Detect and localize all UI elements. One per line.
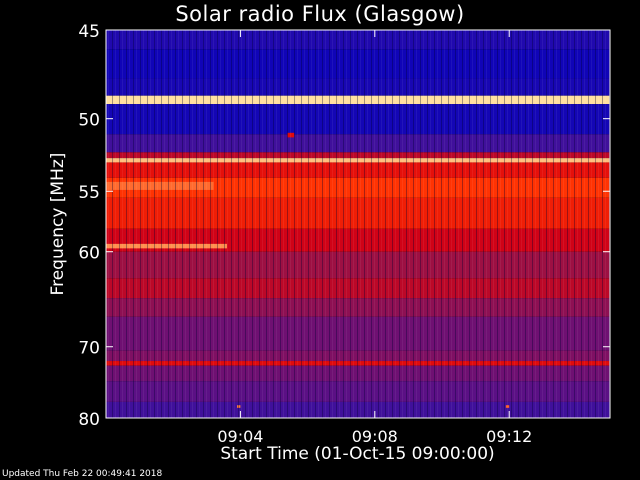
y-tick-label: 60 <box>78 244 100 264</box>
x-tick-label: 09:12 <box>486 427 532 446</box>
x-axis-label: Start Time (01-Oct-15 09:00:00) <box>220 444 495 464</box>
x-axis-ticks: 09:04 09:08 09:12 <box>217 30 532 446</box>
y-tick-label: 80 <box>78 410 100 430</box>
y-tick-label: 70 <box>78 339 100 359</box>
chart-title: Solar radio Flux (Glasgow) <box>175 2 465 26</box>
y-axis-ticks: 45 50 55 60 70 80 <box>78 22 610 430</box>
vertical-streak-texture <box>106 30 610 418</box>
y-tick-label: 45 <box>78 22 100 42</box>
updated-timestamp: Updated Thu Feb 22 00:49:41 2018 <box>2 469 163 479</box>
y-tick-label: 50 <box>78 111 100 131</box>
plot-frame <box>105 29 611 419</box>
x-tick-label: 09:08 <box>352 427 398 446</box>
y-tick-label: 55 <box>78 183 100 203</box>
y-axis-label: Frequency [MHz] <box>48 152 68 296</box>
x-tick-label: 09:04 <box>217 427 263 446</box>
